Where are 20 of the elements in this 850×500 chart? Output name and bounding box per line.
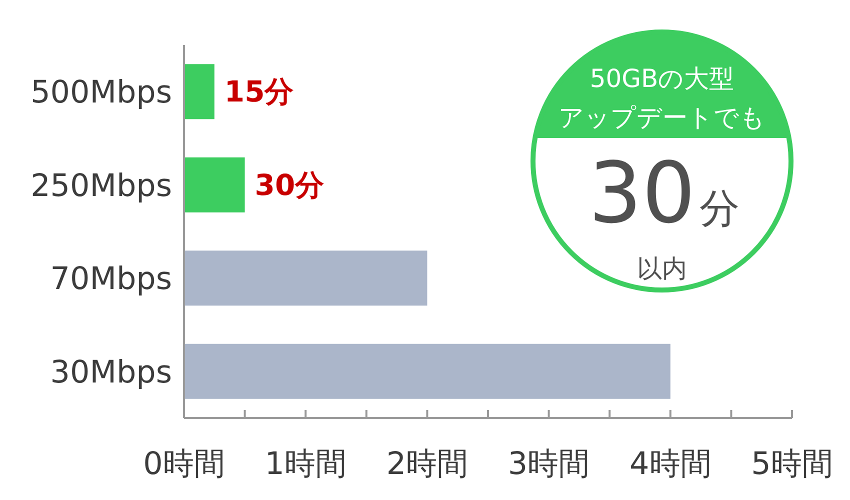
bar <box>184 250 428 306</box>
y-tick-label: 250Mbps <box>30 168 172 204</box>
bar <box>184 344 670 399</box>
annotation: 以内 <box>637 254 687 283</box>
y-tick-label: 500Mbps <box>30 74 172 111</box>
x-tick-label: 5時間 <box>751 446 833 482</box>
annotation: 30分 <box>254 168 326 202</box>
bar <box>184 64 214 120</box>
bar <box>184 157 245 212</box>
annotation: 15分 <box>224 74 295 109</box>
annotation: 50GBの大型 <box>590 64 734 93</box>
y-tick-label: 30Mbps <box>50 354 172 390</box>
x-tick-label: 4時間 <box>630 446 712 482</box>
x-tick-label: 0時間 <box>143 446 225 482</box>
annotation: アップデートでも <box>558 103 766 132</box>
y-tick-label: 70Mbps <box>50 261 172 298</box>
x-tick-label: 2時間 <box>386 446 468 482</box>
annotation: 30分 <box>588 144 740 242</box>
x-tick-label: 3時間 <box>508 446 590 482</box>
x-tick-label: 1時間 <box>264 446 346 482</box>
